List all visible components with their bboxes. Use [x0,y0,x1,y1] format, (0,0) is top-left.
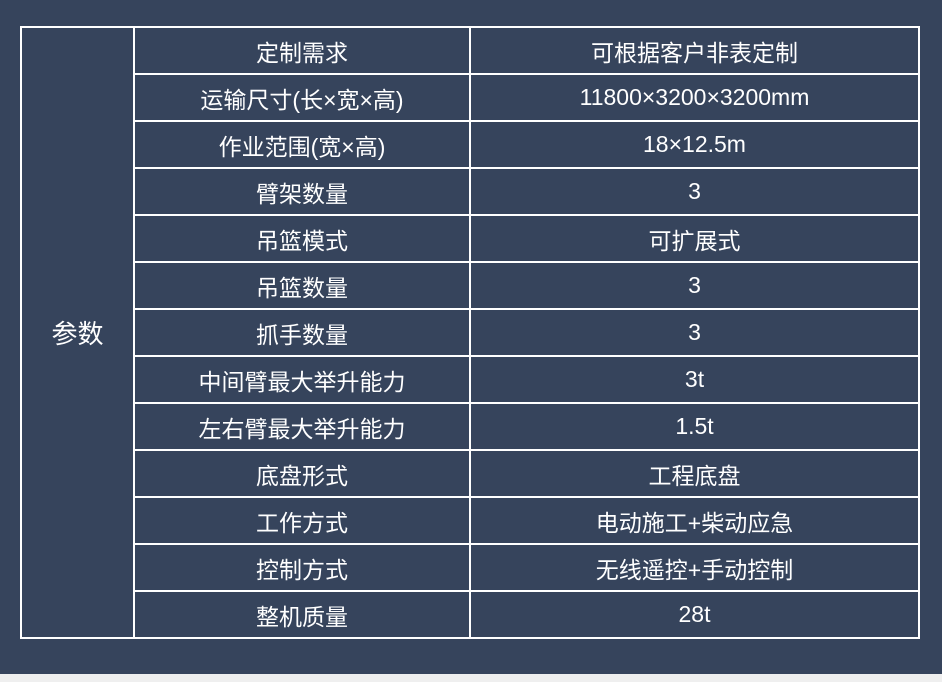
param-value: 3 [469,167,920,216]
param-value: 电动施工+柴动应急 [469,496,920,545]
param-value: 可根据客户非表定制 [469,26,920,75]
table-row: 控制方式 无线遥控+手动控制 [21,543,920,592]
param-name: 左右臂最大举升能力 [133,402,471,451]
param-name: 整机质量 [133,590,471,639]
table-row: 臂架数量 3 [21,167,920,216]
param-value: 无线遥控+手动控制 [469,543,920,592]
param-value: 3 [469,261,920,310]
table-row: 参数 定制需求 可根据客户非表定制 [20,26,920,639]
table-row: 吊篮模式 可扩展式 [21,214,920,263]
table-row: 底盘形式 工程底盘 [21,449,920,498]
table-row: 中间臂最大举升能力 3t [21,355,920,404]
param-value: 工程底盘 [469,449,920,498]
table-row: 运输尺寸(长×宽×高) 11800×3200×3200mm [21,73,920,122]
param-name: 吊篮模式 [133,214,471,263]
group-label: 参数 [20,26,135,639]
param-value: 1.5t [469,402,920,451]
param-value: 28t [469,590,920,639]
table-row: 左右臂最大举升能力 1.5t [21,402,920,451]
param-value: 3t [469,355,920,404]
param-name: 作业范围(宽×高) [133,120,471,169]
param-name: 底盘形式 [133,449,471,498]
param-value: 18×12.5m [469,120,920,169]
table-row: 整机质量 28t [21,590,920,639]
param-value: 可扩展式 [469,214,920,263]
table-row: 工作方式 电动施工+柴动应急 [21,496,920,545]
spec-table: 参数 定制需求 可根据客户非表定制 运输尺寸(长×宽×高) 11800×3200×320… [20,26,920,639]
param-name: 抓手数量 [133,308,471,357]
param-name: 运输尺寸(长×宽×高) [133,73,471,122]
param-name: 中间臂最大举升能力 [133,355,471,404]
param-name: 工作方式 [133,496,471,545]
bottom-strip [0,674,942,682]
param-name: 控制方式 [133,543,471,592]
table-row: 抓手数量 3 [21,308,920,357]
table-row: 作业范围(宽×高) 18×12.5m [21,120,920,169]
table-row: 吊篮数量 3 [21,261,920,310]
param-value: 3 [469,308,920,357]
param-name: 吊篮数量 [133,261,471,310]
param-name: 定制需求 [133,26,471,75]
param-name: 臂架数量 [133,167,471,216]
param-value: 11800×3200×3200mm [469,73,920,122]
